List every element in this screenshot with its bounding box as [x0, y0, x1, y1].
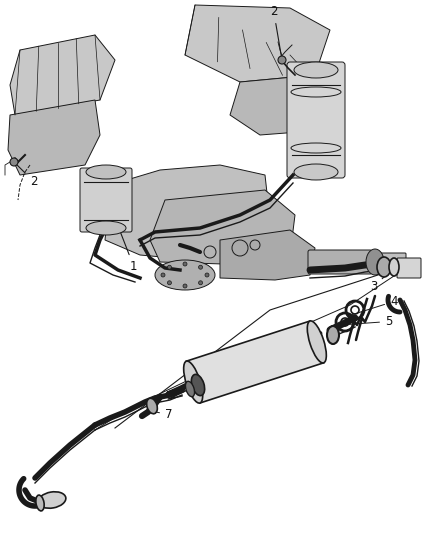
Ellipse shape: [366, 249, 384, 275]
Circle shape: [183, 284, 187, 288]
Ellipse shape: [38, 492, 66, 508]
Text: 8: 8: [283, 330, 322, 349]
FancyBboxPatch shape: [374, 253, 406, 271]
Text: 3: 3: [370, 269, 393, 293]
Ellipse shape: [307, 321, 326, 363]
Ellipse shape: [86, 165, 126, 179]
Circle shape: [183, 262, 187, 266]
Text: 6: 6: [201, 370, 223, 384]
Circle shape: [161, 273, 165, 277]
Ellipse shape: [191, 374, 205, 395]
Circle shape: [167, 265, 171, 269]
Circle shape: [198, 265, 202, 269]
Ellipse shape: [294, 62, 338, 78]
Polygon shape: [8, 100, 100, 175]
Text: 2: 2: [16, 164, 38, 188]
Polygon shape: [187, 321, 324, 403]
Text: 2: 2: [270, 5, 282, 57]
Ellipse shape: [294, 164, 338, 180]
Circle shape: [167, 281, 171, 285]
Circle shape: [278, 56, 286, 64]
Ellipse shape: [147, 398, 157, 414]
FancyBboxPatch shape: [308, 250, 372, 274]
Circle shape: [10, 158, 18, 166]
Text: 5: 5: [343, 315, 392, 328]
Ellipse shape: [36, 495, 44, 511]
Polygon shape: [105, 165, 270, 260]
Text: 1: 1: [107, 198, 138, 273]
Text: 7: 7: [148, 408, 173, 421]
Text: 1: 1: [317, 133, 338, 178]
FancyBboxPatch shape: [397, 258, 421, 278]
Ellipse shape: [86, 221, 126, 235]
Polygon shape: [150, 190, 295, 265]
Polygon shape: [230, 75, 340, 135]
FancyBboxPatch shape: [287, 62, 345, 178]
FancyBboxPatch shape: [80, 168, 132, 232]
Text: 4: 4: [351, 295, 398, 315]
Ellipse shape: [389, 258, 399, 276]
Ellipse shape: [377, 257, 391, 277]
Ellipse shape: [184, 361, 203, 403]
Ellipse shape: [155, 260, 215, 290]
Circle shape: [198, 281, 202, 285]
Polygon shape: [10, 35, 115, 115]
Polygon shape: [220, 230, 315, 280]
Polygon shape: [185, 5, 330, 82]
Circle shape: [205, 273, 209, 277]
Ellipse shape: [327, 326, 339, 344]
Ellipse shape: [185, 381, 194, 397]
